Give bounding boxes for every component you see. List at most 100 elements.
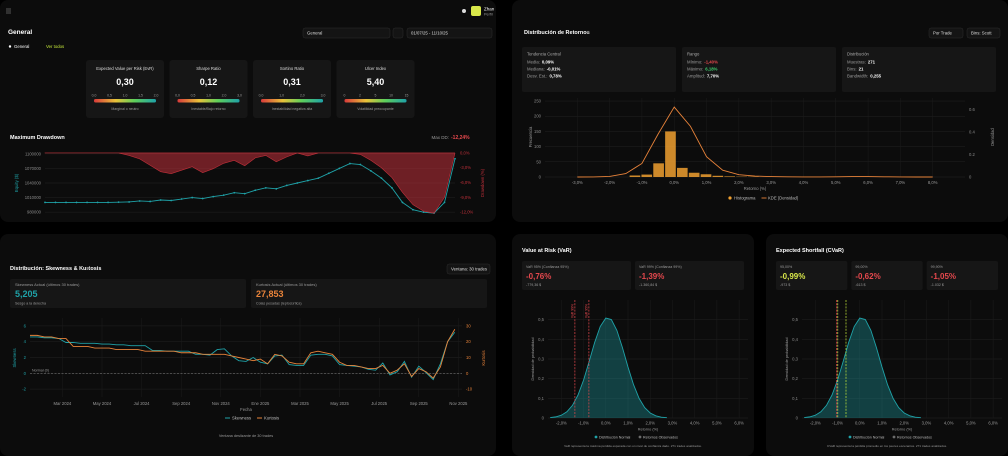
equity-point xyxy=(159,199,162,201)
legend-marker xyxy=(848,435,852,439)
tab[interactable]: Ver todos xyxy=(46,44,64,49)
y-tick-label: 1070000 xyxy=(25,166,42,171)
max-dd-value: -12,24% xyxy=(451,135,470,141)
card-value: 0,12 xyxy=(200,77,218,87)
dropdown[interactable] xyxy=(928,27,964,39)
histogram-bar xyxy=(629,175,641,177)
metric-card xyxy=(635,261,744,290)
metric-card xyxy=(86,60,164,118)
equity-point xyxy=(317,177,320,180)
card-note: Sesgo a la derecha xyxy=(15,302,46,306)
dropdown-label[interactable]: Ventana: 30 trades xyxy=(451,267,487,272)
dropdown[interactable] xyxy=(302,27,391,39)
gauge-bar xyxy=(94,99,156,103)
y-tick-label: 0 xyxy=(969,175,972,180)
avatar[interactable] xyxy=(471,6,481,16)
x-tick-label: -3,0% xyxy=(572,180,583,185)
equity-point xyxy=(296,182,299,184)
x-axis-title: Retorno (%) xyxy=(638,428,659,432)
x-tick-label: 5,0% xyxy=(966,421,976,426)
dropdown-label[interactable]: General xyxy=(307,31,322,36)
y-tick-label: 0,2 xyxy=(538,376,544,381)
gauge-tick: 1,0 xyxy=(123,94,128,98)
x-tick-label: Jul 2024 xyxy=(134,401,151,406)
stat-row: Media: 0,09% xyxy=(527,60,554,65)
stat-row: Bins: 21 xyxy=(847,67,864,72)
card-value: 0,30 xyxy=(116,77,134,87)
gauge-tick: 0,0 xyxy=(259,94,264,98)
x-tick-label: Sep 2024 xyxy=(172,401,191,406)
date-picker-label[interactable]: 01/07/25 - 11/10/25 xyxy=(411,31,449,36)
cutoff-label: VaR 99% xyxy=(570,304,574,318)
card-value: 0,31 xyxy=(283,77,301,87)
metric-card xyxy=(253,60,331,118)
user-role: Perfil xyxy=(484,13,493,17)
card-value: -1,39% xyxy=(639,272,664,281)
gauge-tick: 1,0 xyxy=(206,94,211,98)
legend-label: KDE (Densidad) xyxy=(768,196,799,201)
stat-row: Desv. Est.: 0,78% xyxy=(527,74,562,79)
metric-card xyxy=(926,261,998,290)
stat-title: Rango xyxy=(687,52,700,57)
histogram-bar xyxy=(688,172,700,177)
dropdown-label[interactable]: Por Trade xyxy=(933,31,952,36)
y-tick-label: -3,0% xyxy=(460,165,471,170)
y-tick-label: 0,3 xyxy=(538,357,544,362)
x-tick-label: 4,0% xyxy=(944,421,954,426)
y-axis-title: Equity ($) xyxy=(14,173,19,192)
legend-label: Retornos Observados xyxy=(897,435,932,439)
gauge-tick: 0,5 xyxy=(191,94,196,98)
card-note: Inestabilidad negativa alta xyxy=(272,107,313,111)
x-tick-label: -2,0% xyxy=(810,421,821,426)
x-tick-label: Nov 2025 xyxy=(449,401,468,406)
stat-value: 0,255 xyxy=(870,74,881,79)
card-title: Expected Value per Risk (EvR) xyxy=(96,66,154,71)
equity-point xyxy=(443,201,446,204)
histogram-bar xyxy=(712,175,724,177)
equity-point xyxy=(275,187,278,190)
tab[interactable]: General xyxy=(14,44,29,49)
y-tick-label: 1100000 xyxy=(25,151,42,156)
metric-card xyxy=(251,279,487,308)
equity-point xyxy=(128,201,131,203)
equity-point xyxy=(191,196,194,199)
gauge-tick: 0,5 xyxy=(107,94,112,98)
stat-label: Bins: xyxy=(847,67,857,72)
card-sub: -1.032 $ xyxy=(931,283,944,287)
card-value: 27,853 xyxy=(256,289,284,299)
icon-button[interactable] xyxy=(392,27,404,39)
stat-value: -1,40% xyxy=(704,60,718,65)
stat-value: 0,78% xyxy=(549,74,561,79)
dropdown[interactable] xyxy=(446,263,491,275)
x-tick-label: 0,0% xyxy=(855,421,865,426)
dropdown-label[interactable]: Bins: Scott xyxy=(971,31,992,36)
stat-label: Media: xyxy=(527,60,540,65)
x-tick-label: May 2024 xyxy=(93,401,112,406)
y-tick-label: 0,2 xyxy=(792,376,798,381)
y-tick-label: 6 xyxy=(24,323,27,328)
equity-point xyxy=(86,201,88,204)
y-tick-label: -2 xyxy=(22,387,26,392)
card-label: 99,00% xyxy=(855,265,868,269)
card-sub: -1.360,84 $ xyxy=(639,283,657,287)
y-tick-label: 0 xyxy=(542,416,545,421)
stat-title: Distribución xyxy=(847,52,870,57)
bell-icon[interactable] xyxy=(462,9,466,13)
y2-axis-title: Densidad xyxy=(990,127,995,145)
y-tick-label: 0,5 xyxy=(792,317,798,322)
x-tick-label: -1,0% xyxy=(578,421,589,426)
dropdown[interactable] xyxy=(966,27,1001,39)
y-tick-label: 0.6 xyxy=(969,107,975,112)
metric-card xyxy=(10,279,246,308)
menu-icon[interactable] xyxy=(6,8,11,14)
stat-value: 6,18% xyxy=(705,67,717,72)
series-line xyxy=(30,328,456,379)
legend-marker xyxy=(594,435,598,439)
footnote: CVaR representa la pérdida promedio en l… xyxy=(827,444,947,448)
y-tick-label: 150 xyxy=(534,129,542,134)
x-tick-label: 4,0% xyxy=(690,421,700,426)
metric-card xyxy=(776,261,848,290)
date-picker[interactable] xyxy=(406,27,493,39)
